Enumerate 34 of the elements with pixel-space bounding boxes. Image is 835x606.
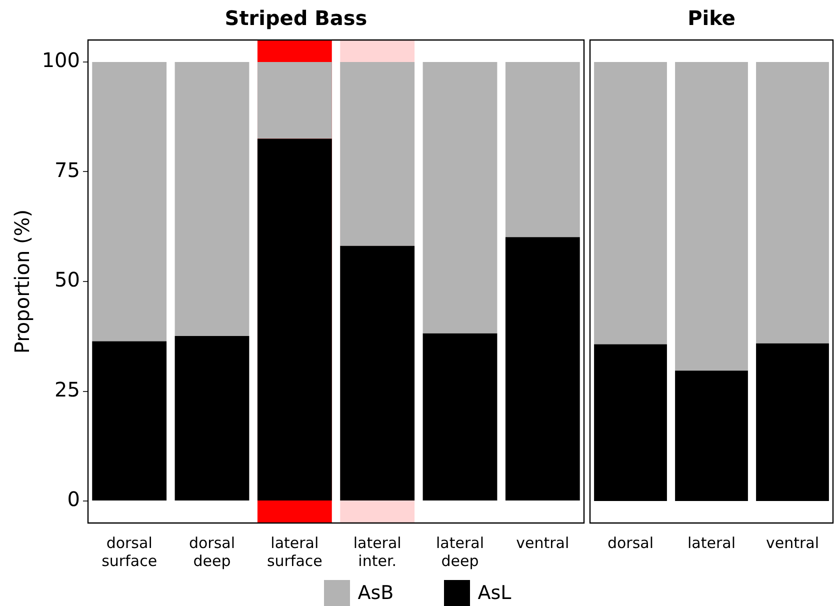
bar — [505, 237, 580, 501]
bar — [174, 62, 250, 336]
chart-title: Striped Bass — [224, 6, 368, 30]
legend-label: AsL — [478, 582, 512, 604]
bar — [756, 62, 829, 344]
bar — [675, 370, 748, 502]
x-tick-label: lateral deep — [436, 534, 484, 570]
bar — [257, 62, 332, 139]
x-tick-label: lateral inter. — [353, 534, 402, 570]
y-tick-label: 100 — [42, 48, 80, 72]
x-tick-label: ventral — [516, 534, 570, 552]
legend-label: AsB — [358, 582, 394, 604]
bar — [92, 341, 167, 501]
y-tick-label: 50 — [54, 268, 80, 292]
x-tick-label: lateral surface — [266, 534, 322, 570]
y-tick-label: 25 — [54, 377, 80, 402]
y-tick-label: 75 — [54, 158, 80, 182]
x-tick-label: dorsal — [607, 534, 654, 552]
y-axis-title: Proportion (%) — [10, 209, 34, 354]
x-tick-label: dorsal surface — [102, 534, 158, 570]
x-tick-label: ventral — [766, 534, 820, 552]
bar — [756, 343, 829, 502]
y-tick-label: 0 — [67, 487, 80, 512]
bar — [174, 336, 250, 501]
bar — [422, 333, 498, 501]
bar — [505, 62, 580, 238]
chart-title: Pike — [688, 6, 736, 30]
x-tick-label: lateral — [688, 534, 736, 552]
bar — [92, 62, 167, 342]
x-tick-label: dorsal deep — [188, 534, 236, 570]
bar — [594, 62, 667, 344]
bar — [594, 344, 667, 502]
bar — [422, 62, 498, 334]
bar — [675, 62, 748, 371]
